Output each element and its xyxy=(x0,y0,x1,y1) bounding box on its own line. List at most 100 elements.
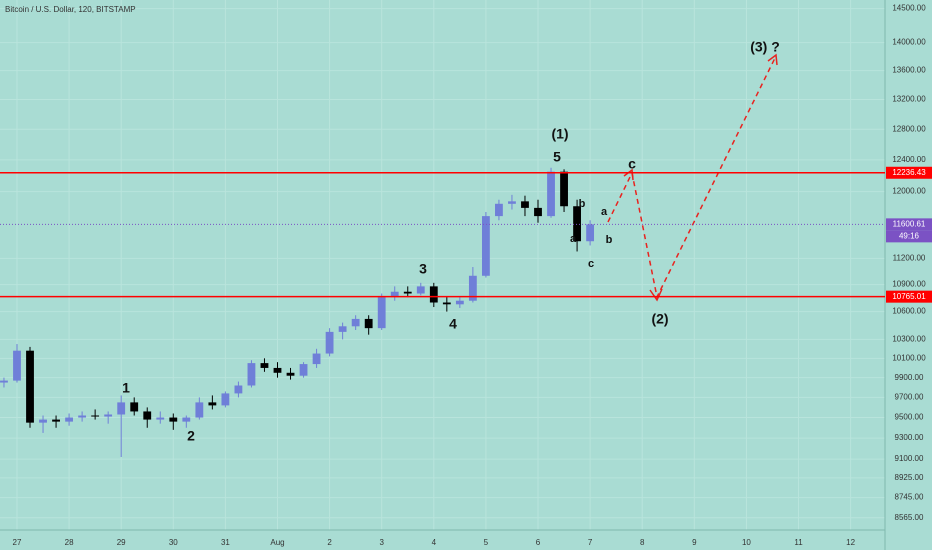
y-tick-label: 9900.00 xyxy=(895,373,924,382)
candle-body xyxy=(247,363,256,386)
candle-body xyxy=(521,201,529,208)
x-tick-label: 2 xyxy=(327,538,332,547)
candle-body xyxy=(481,216,490,276)
candle-body xyxy=(364,318,373,329)
x-tick-label: 11 xyxy=(794,538,803,547)
candle-body xyxy=(325,331,334,354)
candle-body xyxy=(351,318,360,327)
y-tick-label: 8925.00 xyxy=(895,473,924,482)
y-tick-label: 9700.00 xyxy=(895,393,924,402)
wave-label: 2 xyxy=(187,428,195,444)
price-label: 10765.01 xyxy=(892,292,926,301)
candle-body xyxy=(286,372,295,376)
x-tick-label: 30 xyxy=(169,538,178,547)
x-tick-label: 4 xyxy=(432,538,437,547)
candle-body xyxy=(273,367,282,373)
candle-body xyxy=(65,417,73,422)
wave-label: (2) xyxy=(651,311,668,327)
y-tick-label: 9300.00 xyxy=(895,433,924,442)
wave-label: 5 xyxy=(553,149,561,165)
candle-body xyxy=(78,415,87,418)
candle-body xyxy=(13,350,21,381)
candle-body xyxy=(508,201,516,204)
candle-body xyxy=(403,291,412,294)
y-tick-label: 9100.00 xyxy=(895,454,924,463)
y-tick-label: 12000.00 xyxy=(892,187,926,196)
candle-body xyxy=(260,363,269,368)
y-tick-label: 9500.00 xyxy=(895,413,924,422)
arrow-head xyxy=(623,168,634,181)
wave-label: (3) ? xyxy=(750,39,780,55)
wave-label: c xyxy=(588,258,594,270)
y-tick-label: 14000.00 xyxy=(892,38,926,47)
candle-body xyxy=(312,353,321,365)
wave-label: 4 xyxy=(449,316,457,332)
candle-body xyxy=(0,380,8,383)
candle-body xyxy=(416,286,425,294)
x-tick-label: 10 xyxy=(742,538,751,547)
countdown-box xyxy=(886,230,932,243)
candle-body xyxy=(455,300,464,305)
wave-label: c xyxy=(628,156,636,172)
candle-body xyxy=(338,326,347,332)
arrow-head xyxy=(767,53,778,66)
candle-body xyxy=(547,171,555,217)
candle-body xyxy=(299,364,308,376)
y-tick-label: 10600.00 xyxy=(892,307,926,316)
x-tick-label: 6 xyxy=(536,538,541,547)
countdown: 49:16 xyxy=(899,231,920,240)
candle-body xyxy=(156,417,165,420)
candle-body xyxy=(117,402,126,415)
y-tick-label: 10300.00 xyxy=(892,334,926,343)
wave-label: b xyxy=(606,234,613,246)
y-tick-label: 10900.00 xyxy=(892,280,926,289)
wave-label: a xyxy=(570,233,577,245)
candle-body xyxy=(26,350,34,423)
candle-body xyxy=(377,297,386,329)
candle-body xyxy=(468,275,477,301)
candle-body xyxy=(52,419,60,422)
arrow-head xyxy=(649,288,663,302)
candle-body xyxy=(221,393,230,406)
x-tick-label: 27 xyxy=(13,538,22,547)
candle-body xyxy=(130,402,139,412)
y-tick-label: 11200.00 xyxy=(893,253,926,262)
x-tick-label: 3 xyxy=(379,538,384,547)
x-tick-label: 12 xyxy=(846,538,855,547)
y-tick-label: 12800.00 xyxy=(892,124,926,133)
candle-body xyxy=(234,385,243,394)
candle-body xyxy=(91,415,100,417)
x-tick-label: 9 xyxy=(692,538,697,547)
wave-label: b xyxy=(579,198,586,210)
y-tick-label: 14500.00 xyxy=(892,4,926,13)
candle-body xyxy=(429,286,438,303)
y-tick-label: 13600.00 xyxy=(892,66,926,75)
y-tick-label: 12400.00 xyxy=(892,155,926,164)
candle-body xyxy=(195,402,204,418)
candle-body xyxy=(39,419,47,423)
candle-body xyxy=(573,206,581,242)
candle-body xyxy=(560,171,568,207)
x-tick-label: 31 xyxy=(221,538,230,547)
y-tick-label: 13200.00 xyxy=(892,95,926,104)
wave-label: a xyxy=(601,206,608,218)
price-label: 12236.43 xyxy=(892,168,926,177)
candle-body xyxy=(534,207,542,217)
candle-body xyxy=(104,414,113,417)
candle-body xyxy=(182,417,191,422)
x-tick-label: 7 xyxy=(588,538,593,547)
candle-body xyxy=(143,411,152,420)
candle-body xyxy=(586,224,595,242)
candle-body xyxy=(169,417,178,422)
chart-title: Bitcoin / U.S. Dollar, 120, BITSTAMP xyxy=(5,5,136,14)
price-label-box xyxy=(886,290,932,303)
x-tick-label: Aug xyxy=(270,538,284,547)
price-label-box xyxy=(886,166,932,179)
x-tick-label: 29 xyxy=(117,538,126,547)
x-tick-label: 5 xyxy=(484,538,489,547)
y-tick-label: 8745.00 xyxy=(895,493,924,502)
price-label-box xyxy=(886,218,932,231)
wave-label: 1 xyxy=(122,380,130,396)
price-label: 11600.61 xyxy=(893,219,926,228)
